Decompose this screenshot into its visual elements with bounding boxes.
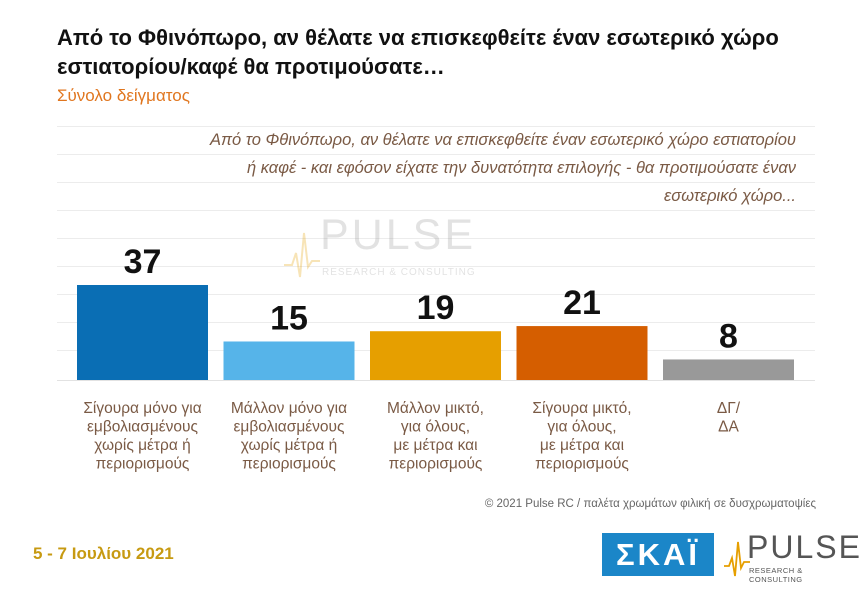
category-label-2: εμβολιασμένους bbox=[234, 419, 345, 436]
category-label-2: περιορισμούς bbox=[242, 456, 336, 473]
pulse-logo-name: PULSE bbox=[747, 529, 862, 565]
category-label-5: ΔΑ bbox=[718, 419, 739, 436]
credit-text: © 2021 Pulse RC / παλέτα χρωμάτων φιλική… bbox=[484, 498, 816, 510]
watermark-subtitle: RESEARCH & CONSULTING bbox=[322, 267, 476, 278]
grid-line bbox=[57, 322, 815, 323]
category-label-4: για όλους, bbox=[547, 419, 616, 436]
value-label-4: 21 bbox=[563, 284, 601, 322]
category-label-1: περιορισμούς bbox=[96, 456, 190, 473]
bar-5 bbox=[663, 359, 794, 380]
chart-title: Από το Φθινόπωρο, αν θέλατε να επισκεφθε… bbox=[57, 25, 779, 79]
value-label-3: 19 bbox=[417, 289, 455, 327]
value-label-1: 37 bbox=[124, 243, 162, 281]
grid-line bbox=[57, 238, 815, 239]
chart-subtitle: Σύνολο δείγματος bbox=[57, 86, 190, 105]
category-label-5: ΔΓ/ bbox=[717, 400, 741, 417]
category-label-4: περιορισμούς bbox=[535, 456, 629, 473]
category-label-1: Σίγουρα μόνο για bbox=[83, 400, 201, 417]
grid-line bbox=[57, 182, 815, 183]
category-label-4: Σίγουρα μικτό, bbox=[532, 400, 631, 417]
grid-line bbox=[57, 126, 815, 127]
value-label-2: 15 bbox=[270, 299, 308, 337]
bar-2 bbox=[223, 341, 355, 380]
grid-line bbox=[57, 266, 815, 267]
question-text: Από το Φθινόπωρο, αν θέλατε να επισκεφθε… bbox=[209, 131, 796, 205]
pulse-wave-icon bbox=[724, 541, 750, 577]
bar-1 bbox=[77, 285, 208, 380]
category-label-3: για όλους, bbox=[401, 419, 470, 436]
value-label-5: 8 bbox=[719, 317, 738, 355]
category-label-3: Μάλλον μικτό, bbox=[387, 400, 484, 417]
category-label-1: χωρίς μέτρα ή bbox=[94, 437, 191, 454]
category-label-2: Μάλλον μόνο για bbox=[231, 400, 347, 417]
bar-4 bbox=[516, 326, 648, 380]
category-label-1: εμβολιασμένους bbox=[87, 419, 198, 436]
category-label-3: με μέτρα και bbox=[393, 437, 477, 454]
skai-logo: ΣΚΑΪ bbox=[602, 533, 714, 576]
category-label-2: χωρίς μέτρα ή bbox=[241, 437, 338, 454]
category-label-4: με μέτρα και bbox=[540, 437, 624, 454]
pulse-wave-icon bbox=[284, 232, 320, 278]
pulse-watermark: PULSE RESEARCH & CONSULTING bbox=[282, 211, 487, 285]
grid-line bbox=[57, 294, 815, 295]
grid-line bbox=[57, 154, 815, 155]
grid-line bbox=[57, 210, 815, 211]
pulse-logo-subtitle: RESEARCH & CONSULTING bbox=[749, 566, 803, 584]
pulse-logo: PULSE RESEARCH & CONSULTING bbox=[723, 529, 860, 584]
category-label-3: περιορισμούς bbox=[389, 456, 483, 473]
survey-date: 5 - 7 Ιουλίου 2021 bbox=[33, 544, 174, 563]
watermark-name: PULSE bbox=[320, 211, 477, 259]
bar-3 bbox=[370, 331, 501, 380]
